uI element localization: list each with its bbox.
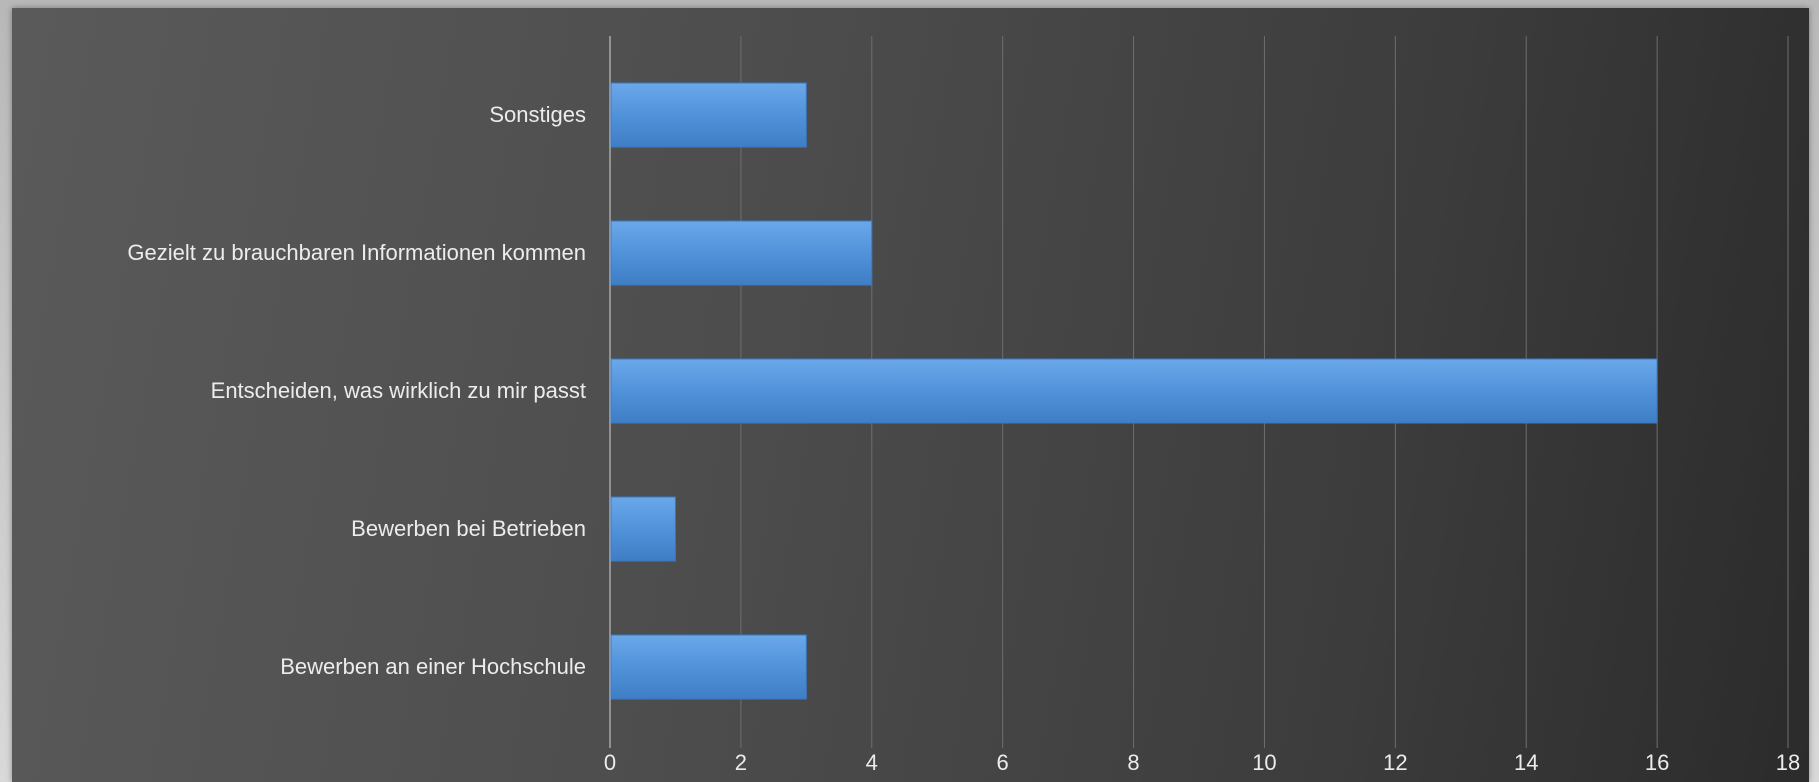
x-tick-label: 8 [1127,750,1139,775]
category-label: Entscheiden, was wirklich zu mir passt [211,378,586,403]
category-label: Sonstiges [489,102,586,127]
bar [610,496,676,562]
x-tick-label: 16 [1645,750,1669,775]
bar-chart: Sonstiges Gezielt zu brauchbaren Informat… [127,36,1800,775]
tick-label-layer: 0 2 4 6 8 10 12 14 16 18 [604,750,1800,775]
bar [610,82,807,148]
x-tick-label: 6 [997,750,1009,775]
x-tick-label: 18 [1776,750,1800,775]
x-tick-label: 14 [1514,750,1538,775]
x-tick-label: 0 [604,750,616,775]
category-label: Bewerben bei Betrieben [351,516,586,541]
bar-layer [610,82,1658,700]
category-label: Gezielt zu brauchbaren Informationen kom… [127,240,586,265]
bar [610,634,807,700]
x-tick-label: 12 [1383,750,1407,775]
bar [610,358,1658,424]
x-tick-label: 4 [866,750,878,775]
category-label-layer: Sonstiges Gezielt zu brauchbaren Informat… [127,102,586,679]
category-label: Bewerben an einer Hochschule [280,654,586,679]
chart-panel: Sonstiges Gezielt zu brauchbaren Informat… [12,8,1809,782]
x-tick-label: 2 [735,750,747,775]
x-tick-label: 10 [1252,750,1276,775]
bar [610,220,873,286]
